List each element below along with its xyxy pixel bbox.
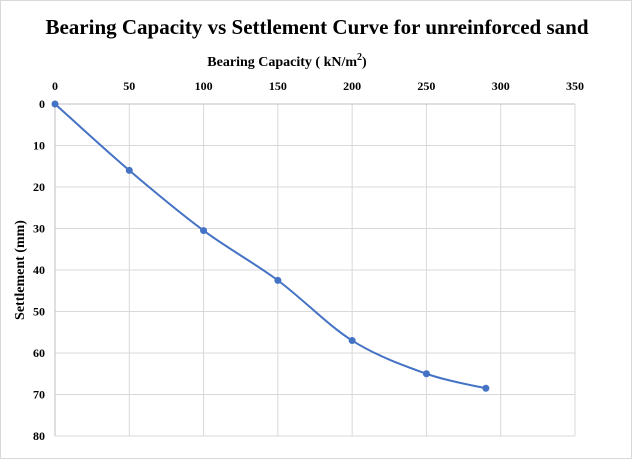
y-tick-label: 50 xyxy=(33,305,45,319)
y-axis-label: Settlement (mm) xyxy=(13,220,28,320)
data-point xyxy=(274,276,282,284)
x-tick-label: 300 xyxy=(492,79,510,93)
x-tick-label: 250 xyxy=(417,79,435,93)
y-tick-label: 30 xyxy=(33,222,45,236)
series-line xyxy=(54,103,487,390)
y-tick-label: 70 xyxy=(33,388,45,402)
data-point xyxy=(482,384,490,392)
x-tick-label: 200 xyxy=(343,79,361,93)
grid-layer xyxy=(55,104,576,437)
y-tick-label: 40 xyxy=(33,263,45,277)
data-point xyxy=(422,370,430,378)
tick-layer: 0 50 100 150 200 250 300 350 0 10 20 30 40 50 60 70 80 xyxy=(33,79,584,443)
data-point xyxy=(348,337,356,345)
y-tick-label: 20 xyxy=(33,180,45,194)
data-point xyxy=(51,100,59,108)
x-tick-label: 350 xyxy=(566,79,584,93)
x-tick-label: 0 xyxy=(52,79,58,93)
y-tick-label: 80 xyxy=(33,429,45,443)
x-tick-label: 100 xyxy=(195,79,213,93)
series-layer xyxy=(51,100,490,392)
x-tick-label: 50 xyxy=(123,79,135,93)
x-axis-label: Bearing Capacity ( kN/m2) xyxy=(207,52,367,70)
y-tick-label: 60 xyxy=(33,346,45,360)
x-tick-label: 150 xyxy=(269,79,287,93)
chart-title: Bearing Capacity vs Settlement Curve for… xyxy=(45,15,588,39)
data-point xyxy=(200,227,208,235)
axis-layer xyxy=(54,103,575,436)
y-tick-label: 0 xyxy=(39,97,45,111)
data-point xyxy=(125,166,133,174)
y-tick-label: 10 xyxy=(33,139,45,153)
